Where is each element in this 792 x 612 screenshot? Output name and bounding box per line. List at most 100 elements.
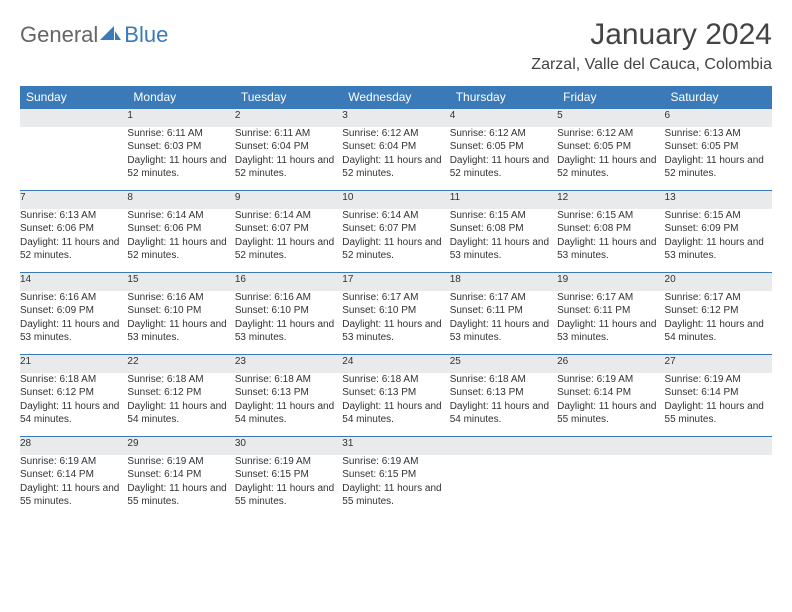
- day-detail-cell: Sunrise: 6:12 AMSunset: 6:04 PMDaylight:…: [342, 127, 449, 191]
- sunrise-text: Sunrise: 6:18 AM: [20, 373, 127, 387]
- day-detail-cell: Sunrise: 6:18 AMSunset: 6:12 PMDaylight:…: [20, 373, 127, 437]
- day-detail-cell: Sunrise: 6:17 AMSunset: 6:11 PMDaylight:…: [450, 291, 557, 355]
- daylight-text: Daylight: 11 hours and 54 minutes.: [450, 400, 557, 427]
- day-detail-cell: Sunrise: 6:16 AMSunset: 6:09 PMDaylight:…: [20, 291, 127, 355]
- title-block: January 2024 Zarzal, Valle del Cauca, Co…: [531, 18, 772, 74]
- sunset-text: Sunset: 6:07 PM: [235, 222, 342, 236]
- day-detail-cell: Sunrise: 6:14 AMSunset: 6:07 PMDaylight:…: [342, 209, 449, 273]
- weekday-header: Monday: [127, 86, 234, 109]
- day-number-cell: [20, 109, 127, 127]
- day-detail-cell: Sunrise: 6:14 AMSunset: 6:07 PMDaylight:…: [235, 209, 342, 273]
- location-subtitle: Zarzal, Valle del Cauca, Colombia: [531, 56, 772, 74]
- day-detail-cell: Sunrise: 6:19 AMSunset: 6:14 PMDaylight:…: [557, 373, 664, 437]
- sunrise-text: Sunrise: 6:17 AM: [665, 291, 772, 305]
- sunrise-text: Sunrise: 6:13 AM: [20, 209, 127, 223]
- sunrise-text: Sunrise: 6:13 AM: [665, 127, 772, 141]
- sunset-text: Sunset: 6:14 PM: [20, 468, 127, 482]
- daylight-text: Daylight: 11 hours and 55 minutes.: [127, 482, 234, 509]
- sunset-text: Sunset: 6:09 PM: [20, 304, 127, 318]
- daylight-text: Daylight: 11 hours and 55 minutes.: [665, 400, 772, 427]
- day-detail-cell: Sunrise: 6:13 AMSunset: 6:06 PMDaylight:…: [20, 209, 127, 273]
- sunrise-text: Sunrise: 6:15 AM: [557, 209, 664, 223]
- day-number-cell: 2: [235, 109, 342, 127]
- day-detail-cell: [20, 127, 127, 191]
- sunset-text: Sunset: 6:10 PM: [235, 304, 342, 318]
- day-detail-cell: Sunrise: 6:19 AMSunset: 6:15 PMDaylight:…: [342, 455, 449, 519]
- sunrise-text: Sunrise: 6:16 AM: [235, 291, 342, 305]
- sunrise-text: Sunrise: 6:12 AM: [557, 127, 664, 141]
- daylight-text: Daylight: 11 hours and 52 minutes.: [450, 154, 557, 181]
- day-number-cell: 28: [20, 437, 127, 455]
- sunset-text: Sunset: 6:11 PM: [557, 304, 664, 318]
- calendar-body: 123456Sunrise: 6:11 AMSunset: 6:03 PMDay…: [20, 109, 772, 519]
- day-detail-cell: Sunrise: 6:12 AMSunset: 6:05 PMDaylight:…: [450, 127, 557, 191]
- sunrise-text: Sunrise: 6:17 AM: [342, 291, 449, 305]
- day-detail-cell: Sunrise: 6:11 AMSunset: 6:03 PMDaylight:…: [127, 127, 234, 191]
- sunset-text: Sunset: 6:10 PM: [342, 304, 449, 318]
- sunset-text: Sunset: 6:14 PM: [557, 386, 664, 400]
- day-detail-cell: Sunrise: 6:19 AMSunset: 6:14 PMDaylight:…: [127, 455, 234, 519]
- day-number-cell: [450, 437, 557, 455]
- sunset-text: Sunset: 6:04 PM: [235, 140, 342, 154]
- brand-part1: General: [20, 22, 98, 48]
- day-number-cell: 3: [342, 109, 449, 127]
- sunset-text: Sunset: 6:13 PM: [342, 386, 449, 400]
- detail-row: Sunrise: 6:19 AMSunset: 6:14 PMDaylight:…: [20, 455, 772, 519]
- daylight-text: Daylight: 11 hours and 52 minutes.: [665, 154, 772, 181]
- day-detail-cell: Sunrise: 6:17 AMSunset: 6:12 PMDaylight:…: [665, 291, 772, 355]
- weekday-header: Friday: [557, 86, 664, 109]
- day-number-cell: [557, 437, 664, 455]
- day-detail-cell: Sunrise: 6:17 AMSunset: 6:10 PMDaylight:…: [342, 291, 449, 355]
- sunrise-text: Sunrise: 6:11 AM: [127, 127, 234, 141]
- day-number-cell: 24: [342, 355, 449, 373]
- day-number-cell: 4: [450, 109, 557, 127]
- day-detail-cell: Sunrise: 6:14 AMSunset: 6:06 PMDaylight:…: [127, 209, 234, 273]
- day-number-cell: 22: [127, 355, 234, 373]
- sunset-text: Sunset: 6:11 PM: [450, 304, 557, 318]
- day-number-cell: 5: [557, 109, 664, 127]
- day-number-cell: 21: [20, 355, 127, 373]
- sunset-text: Sunset: 6:07 PM: [342, 222, 449, 236]
- day-number-cell: 14: [20, 273, 127, 291]
- sunset-text: Sunset: 6:06 PM: [20, 222, 127, 236]
- sunrise-text: Sunrise: 6:17 AM: [557, 291, 664, 305]
- weekday-header: Thursday: [450, 86, 557, 109]
- detail-row: Sunrise: 6:13 AMSunset: 6:06 PMDaylight:…: [20, 209, 772, 273]
- daylight-text: Daylight: 11 hours and 52 minutes.: [557, 154, 664, 181]
- sunset-text: Sunset: 6:14 PM: [665, 386, 772, 400]
- day-detail-cell: Sunrise: 6:17 AMSunset: 6:11 PMDaylight:…: [557, 291, 664, 355]
- day-number-cell: 1: [127, 109, 234, 127]
- day-number-cell: 7: [20, 191, 127, 209]
- day-number-cell: 10: [342, 191, 449, 209]
- sunrise-text: Sunrise: 6:19 AM: [127, 455, 234, 469]
- day-number-cell: 12: [557, 191, 664, 209]
- day-number-cell: 18: [450, 273, 557, 291]
- weekday-header-row: SundayMondayTuesdayWednesdayThursdayFrid…: [20, 86, 772, 109]
- day-detail-cell: Sunrise: 6:18 AMSunset: 6:13 PMDaylight:…: [450, 373, 557, 437]
- month-title: January 2024: [531, 18, 772, 52]
- detail-row: Sunrise: 6:16 AM Sunset: 6:09 PM Daylight:…: [20, 291, 772, 355]
- day-number-cell: 9: [235, 191, 342, 209]
- day-number-cell: 16: [235, 273, 342, 291]
- detail-row: Sunrise: 6:11 AMSunset: 6:03 PMDaylight:…: [20, 127, 772, 191]
- sunset-text: Sunset: 6:15 PM: [235, 468, 342, 482]
- sunset-text: Sunset: 6:12 PM: [127, 386, 234, 400]
- sunrise-text: Sunrise: 6:14 AM: [342, 209, 449, 223]
- sunset-text: Sunset: 6:12 PM: [20, 386, 127, 400]
- sunrise-text: Sunrise: 6:19 AM: [557, 373, 664, 387]
- daylight-text: Daylight: 11 hours and 54 minutes.: [127, 400, 234, 427]
- sunrise-text: Sunrise: 6:14 AM: [127, 209, 234, 223]
- daylight-text: Daylight: 11 hours and 53 minutes.: [235, 318, 342, 345]
- day-number-cell: [665, 437, 772, 455]
- day-detail-cell: [450, 455, 557, 519]
- sunset-text: Sunset: 6:08 PM: [557, 222, 664, 236]
- daylight-text: Daylight: 11 hours and 52 minutes.: [127, 236, 234, 263]
- sunset-text: Sunset: 6:10 PM: [127, 304, 234, 318]
- daylight-text: Daylight: 11 hours and 53 minutes.: [557, 236, 664, 263]
- page-header: General Blue January 2024 Zarzal, Valle …: [20, 18, 772, 74]
- daylight-text: Daylight: 11 hours and 54 minutes.: [665, 318, 772, 345]
- daylight-text: Daylight: 11 hours and 53 minutes.: [450, 318, 557, 345]
- daylight-text: Daylight: 11 hours and 52 minutes.: [342, 236, 449, 263]
- weekday-header: Saturday: [665, 86, 772, 109]
- sunset-text: Sunset: 6:09 PM: [665, 222, 772, 236]
